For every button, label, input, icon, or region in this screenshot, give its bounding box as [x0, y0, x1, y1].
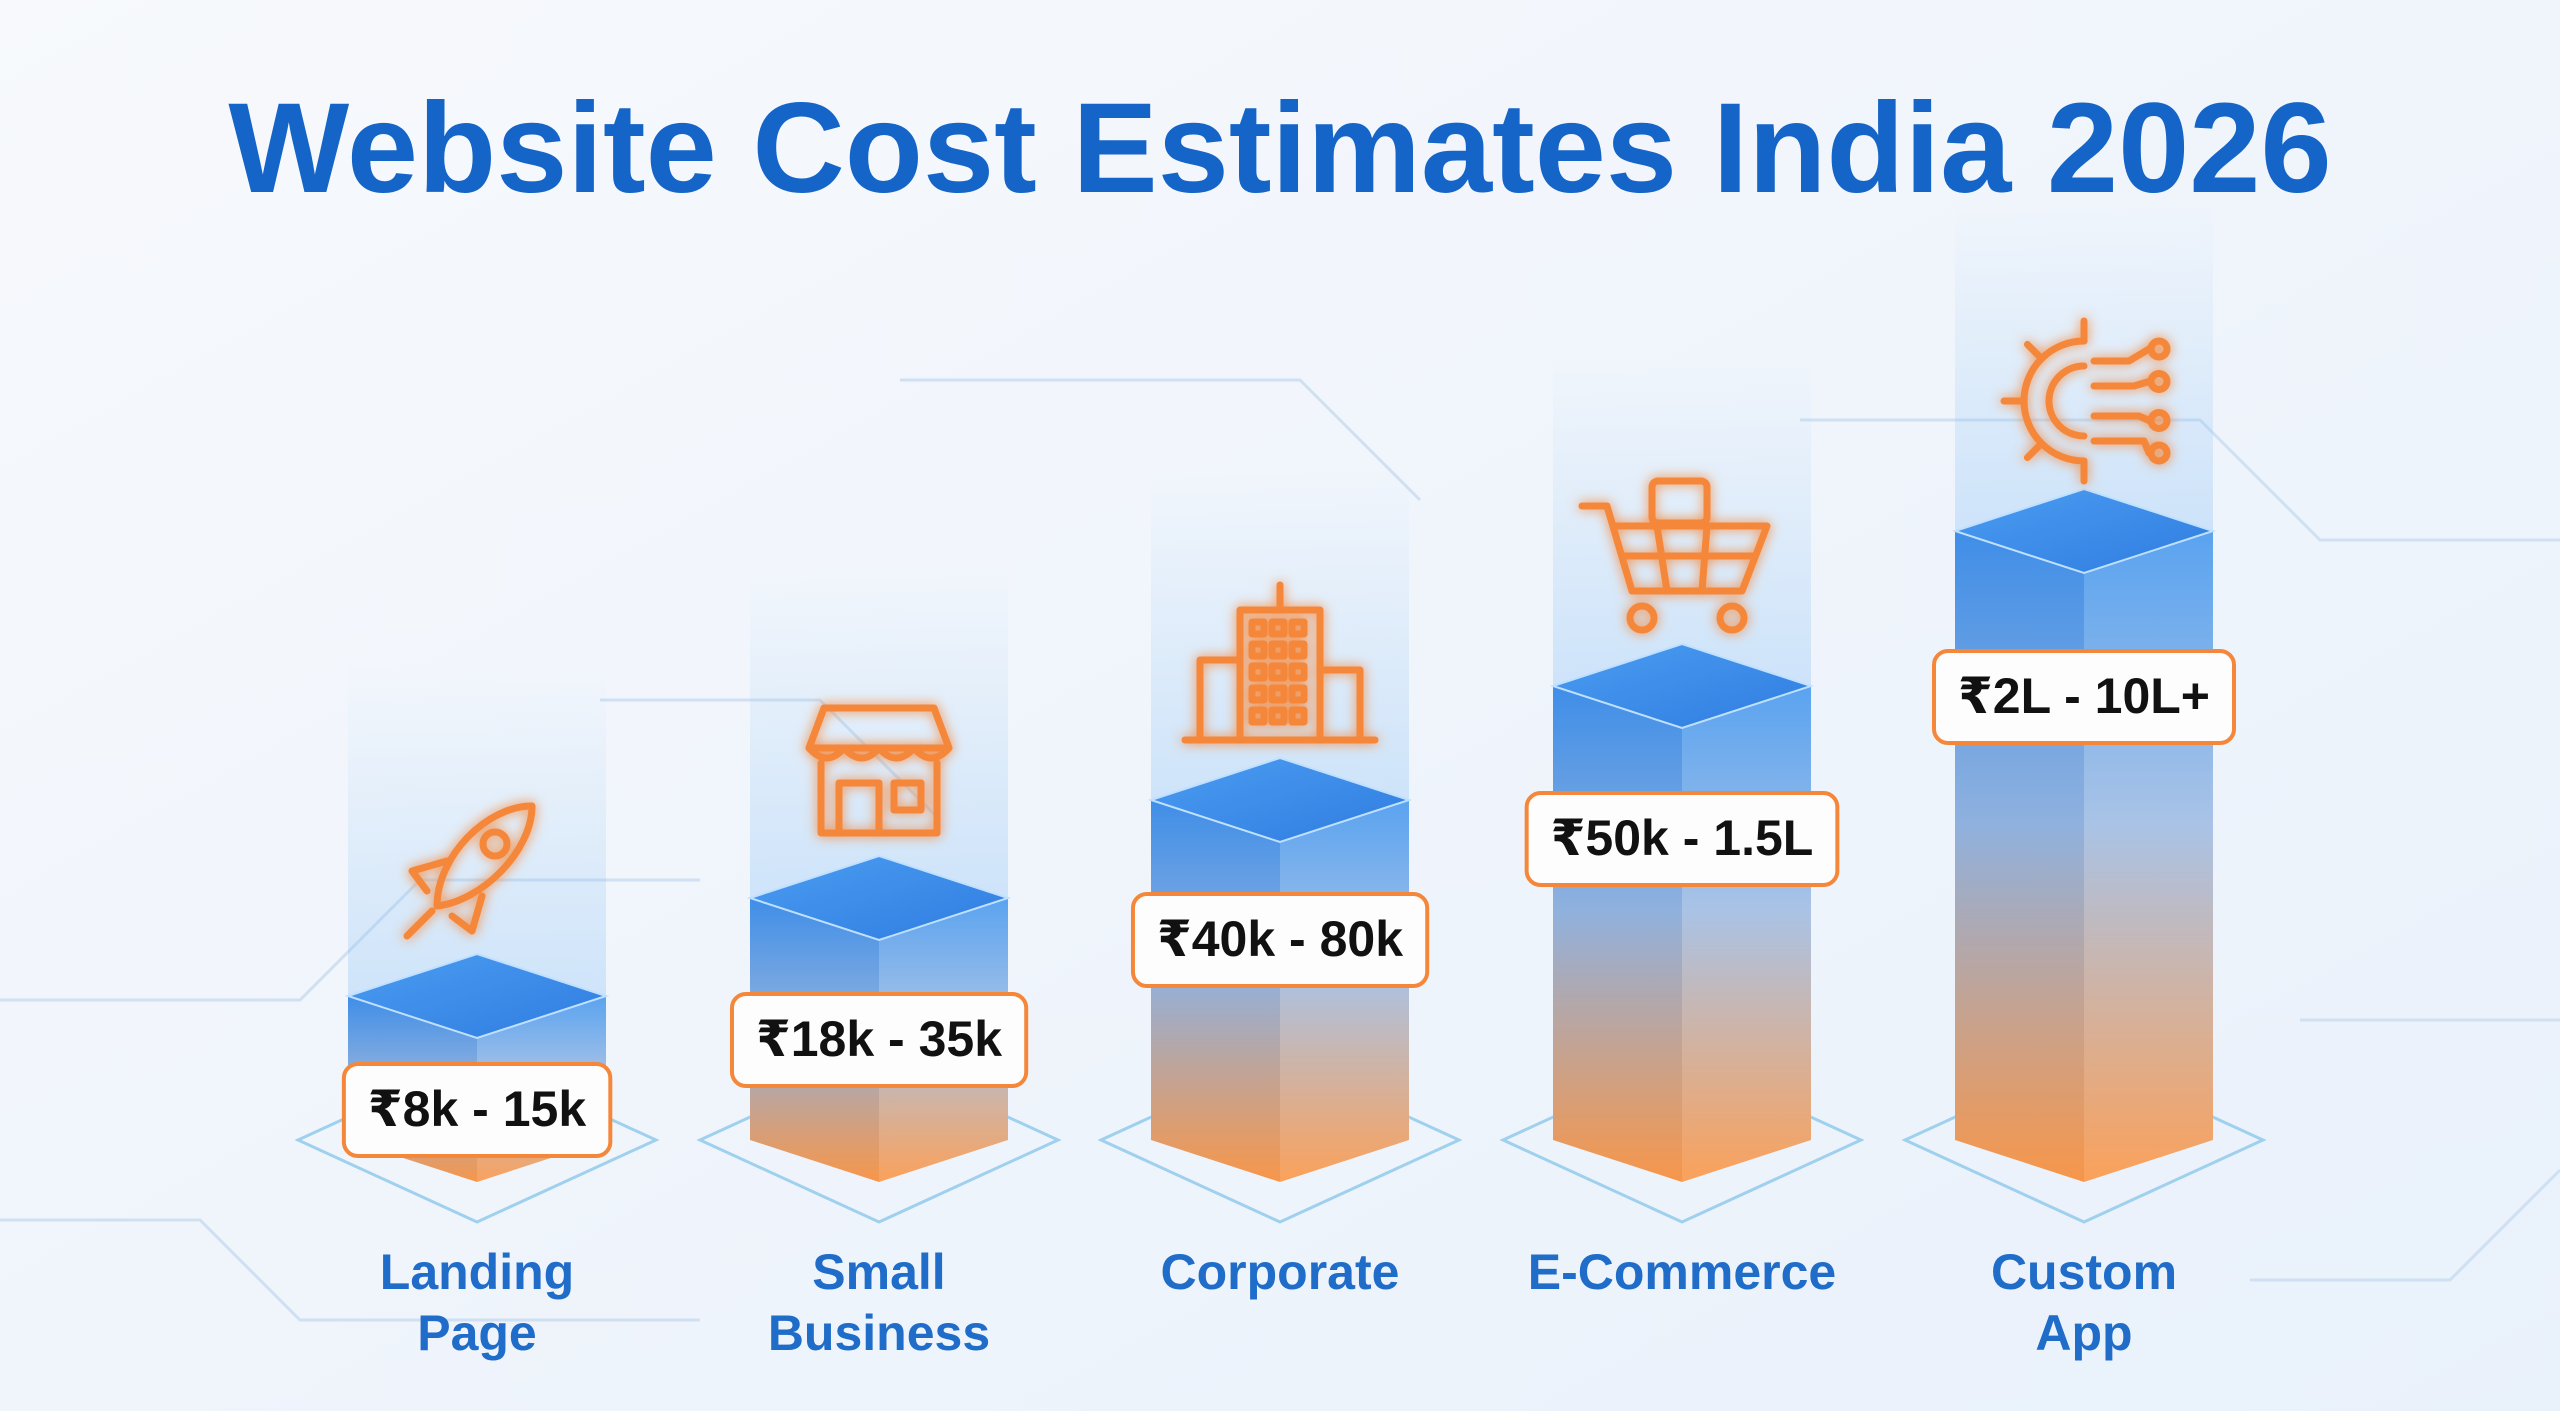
icon-shape [479, 828, 511, 860]
icon-shape [1288, 640, 1308, 660]
icon-shape [1248, 618, 1268, 638]
bar-left-face [1151, 800, 1280, 1182]
icon-shape [1288, 662, 1308, 682]
icon-shape [1248, 684, 1268, 704]
icon-shape [2147, 409, 2171, 432]
title: Website Cost Estimates India 2026 [228, 77, 2331, 220]
price-label: ₹2L - 10L+ [1958, 668, 2210, 724]
icon-shape [1288, 706, 1308, 726]
icon-shape [1578, 502, 1771, 595]
icon-shape [1248, 706, 1268, 726]
icon-shape [1288, 618, 1308, 638]
icon-shape [817, 759, 941, 837]
column: ₹50k - 1.5L E-Commerce [1499, 356, 1865, 1300]
icon [1181, 581, 1379, 744]
bar-left-face [1955, 531, 2084, 1182]
category-label: Business [768, 1305, 990, 1361]
category-label: Small [812, 1244, 945, 1300]
price-badge [1524, 791, 1840, 887]
icon [1578, 477, 1771, 634]
icon-shape [1626, 602, 1658, 634]
icon [403, 802, 536, 940]
icon-shape [2147, 441, 2171, 465]
icon-shape [2023, 340, 2046, 363]
price-badge [1130, 892, 1430, 988]
icon-shape [2090, 378, 2153, 390]
column: ₹40k - 80k Corporate [1097, 470, 1463, 1300]
bar-top-face [1147, 756, 1413, 844]
icon-shape [2147, 337, 2171, 361]
category-label: Landing [380, 1244, 574, 1300]
category-label: Page [417, 1305, 537, 1361]
price-badge [729, 992, 1029, 1088]
category-label: App [2035, 1305, 2132, 1361]
price-badge [341, 1062, 613, 1158]
icon [2000, 317, 2171, 485]
icon-shape [1288, 684, 1308, 704]
bar-right-face [2084, 531, 2213, 1182]
price-label: ₹18k - 35k [756, 1011, 1002, 1067]
icon-shape [2090, 412, 2153, 424]
bar-top-face [746, 854, 1012, 942]
icon-shape [1648, 477, 1711, 527]
icon-shape [2090, 345, 2153, 365]
icon-shape [1268, 640, 1288, 660]
bar-right-face [1682, 686, 1811, 1182]
icon-shape [1268, 618, 1288, 638]
light-beam [750, 568, 1008, 898]
icon-shape [1268, 662, 1288, 682]
icon-shape [1248, 640, 1268, 660]
category-label: Custom [1991, 1244, 2177, 1300]
icon-shape [1268, 684, 1288, 704]
icon-shape [1268, 706, 1288, 726]
icon-shape [1248, 662, 1268, 682]
price-badge [1931, 649, 2237, 745]
icon-shape [1181, 581, 1379, 744]
price-label: ₹8k - 15k [368, 1081, 586, 1137]
bar-top-face [1951, 487, 2217, 575]
icon [805, 704, 953, 837]
bar-top-face [1549, 642, 1815, 730]
icon-shape [805, 704, 953, 762]
icon-shape [2090, 437, 2153, 457]
price-label: ₹50k - 1.5L [1551, 810, 1814, 866]
price-label: ₹40k - 80k [1157, 911, 1403, 967]
icon-shape [2023, 439, 2046, 462]
bar-left-face [1553, 686, 1682, 1182]
icon-shape [403, 857, 486, 940]
category-label: E-Commerce [1528, 1244, 1836, 1300]
category-label: Corporate [1161, 1244, 1400, 1300]
bar-top-face [344, 952, 610, 1040]
icon-shape [2147, 370, 2171, 393]
icon-shape [1716, 602, 1748, 634]
bar-right-face [1280, 800, 1409, 1182]
